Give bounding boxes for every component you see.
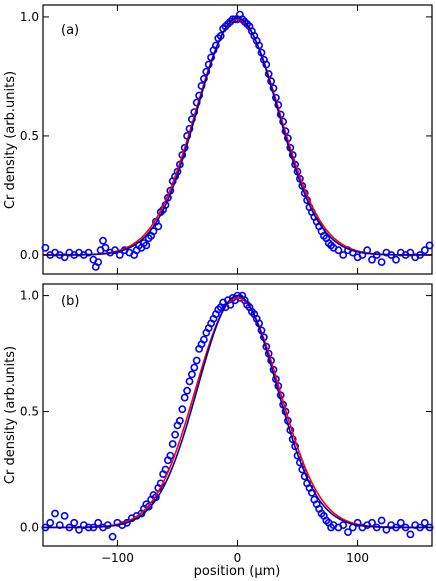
panel-a-point-0 xyxy=(41,243,50,252)
panel-b-ytick-label-0: 0.0 xyxy=(20,520,39,534)
panel-a: (a) Cr density (arb.units) 0.0 0.5 1.0 xyxy=(3,4,434,275)
panel-a-ticks: 0.0 0.5 1.0 xyxy=(20,5,432,274)
panel-b-ytick-label-1: 0.5 xyxy=(20,405,39,419)
panel-a-point-106 xyxy=(339,251,348,259)
panel-b-xtick-label-2: 100 xyxy=(346,551,369,565)
panel-b-ticks: 0.0 0.5 1.0 −100 0 100 xyxy=(20,284,432,565)
panel-b-point-40 xyxy=(185,377,194,386)
panel-b-point-4 xyxy=(60,512,69,520)
panel-b-point-14 xyxy=(108,532,117,541)
panel-b-xtick-label-0: −100 xyxy=(101,551,134,565)
panel-a-ytick-label-0: 0.0 xyxy=(20,248,39,262)
panel-a-fit-line-0 xyxy=(42,18,433,256)
panel-b-point-39 xyxy=(183,386,191,395)
panel-a-ytick-label-2: 1.0 xyxy=(20,10,39,24)
panel-b-point-103 xyxy=(344,528,352,536)
panel-b-data xyxy=(41,291,434,541)
panel-b-label: (b) xyxy=(61,294,79,309)
panel-b-xlabel: position (μm) xyxy=(194,564,281,579)
panel-b-point-6 xyxy=(70,518,79,527)
panel-a-point-114 xyxy=(377,258,386,266)
panel-b-point-33 xyxy=(168,440,177,448)
panel-b-point-34 xyxy=(171,430,179,439)
panel-a-point-26 xyxy=(142,241,151,250)
panel-a-point-105 xyxy=(334,246,343,255)
panel-b: (b) Cr density (arb.units) position (μm)… xyxy=(3,283,434,579)
panel-a-ylabel: Cr density (arb.units) xyxy=(3,71,18,209)
panel-b-point-116 xyxy=(406,530,415,539)
panel-b-fit-line-1 xyxy=(43,294,432,529)
panel-b-point-42 xyxy=(190,363,199,372)
panel-b-point-41 xyxy=(187,370,196,379)
panel-a-point-9 xyxy=(84,248,93,257)
panel-a-label: (a) xyxy=(61,23,79,38)
panel-b-point-2 xyxy=(51,509,59,518)
panel-a-fit-line-1 xyxy=(43,17,432,256)
panel-b-xtick-label-1: 0 xyxy=(234,551,242,565)
panel-b-fit-line-0 xyxy=(43,297,432,529)
panel-b-point-119 xyxy=(420,518,429,527)
panel-a-point-124 xyxy=(425,241,434,250)
panel-b-point-32 xyxy=(166,451,175,460)
panel-a-frame xyxy=(42,4,433,275)
panel-a-point-123 xyxy=(420,246,429,255)
panel-b-point-1 xyxy=(46,518,55,527)
panel-b-point-46 xyxy=(199,335,208,344)
panel-b-ytick-label-2: 1.0 xyxy=(20,289,39,303)
panel-b-point-37 xyxy=(178,405,187,414)
panel-a-ytick-label-1: 0.5 xyxy=(20,129,39,143)
panel-b-ylabel: Cr density (arb.units) xyxy=(3,346,18,484)
panel-a-data xyxy=(41,10,434,271)
panel-b-point-114 xyxy=(396,518,405,527)
panel-b-point-36 xyxy=(175,416,184,425)
panel-b-point-43 xyxy=(192,356,201,365)
panel-b-point-102 xyxy=(339,521,348,529)
panel-a-point-15 xyxy=(101,243,110,252)
panel-b-point-38 xyxy=(180,393,189,402)
panel-b-point-110 xyxy=(377,516,386,525)
panel-a-point-31 xyxy=(154,222,163,231)
panel-a-point-112 xyxy=(368,255,376,264)
panel-a-point-117 xyxy=(392,255,400,264)
panel-b-frame xyxy=(42,283,433,547)
panel-a-point-14 xyxy=(99,236,107,245)
panel-a-point-12 xyxy=(94,258,103,266)
panel-b-point-83 xyxy=(288,435,297,444)
